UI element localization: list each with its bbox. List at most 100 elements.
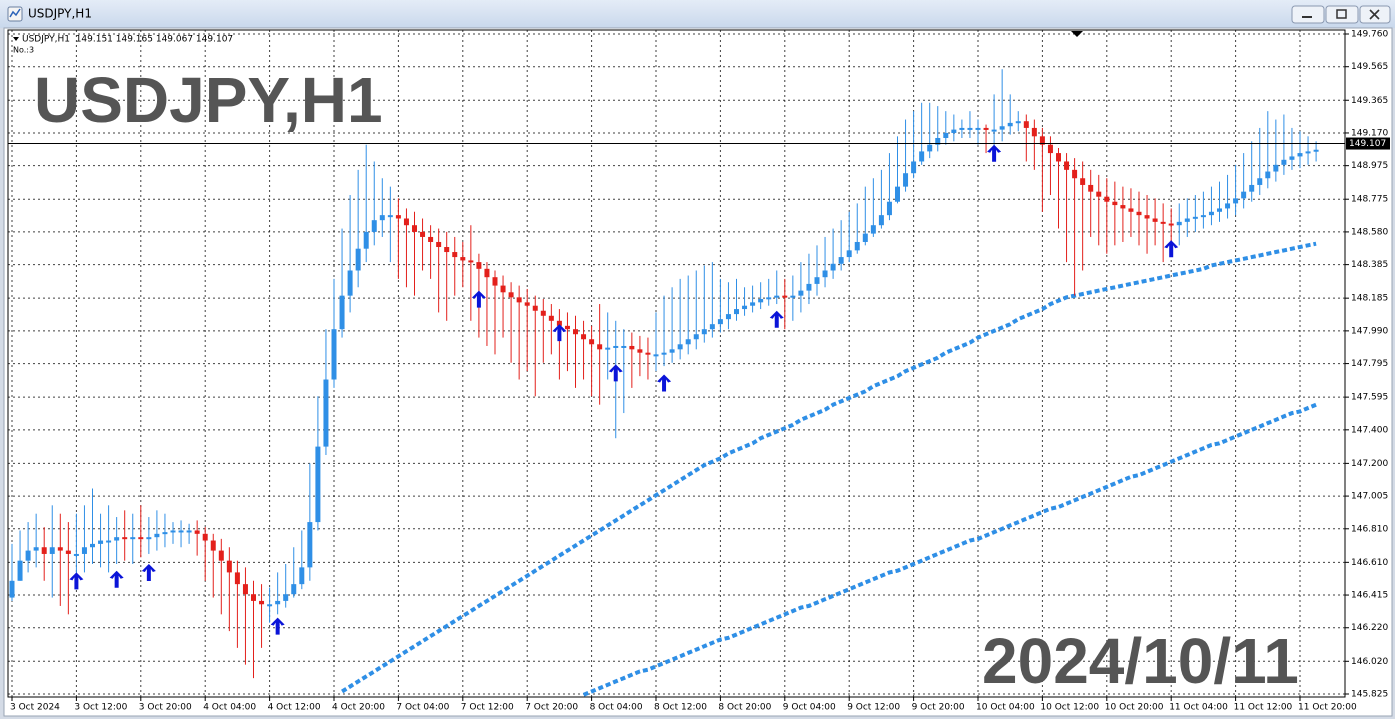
candle-body [774,295,780,298]
candle-body [1225,203,1231,209]
x-tick-label: 10 Oct 12:00 [1040,703,1099,713]
y-tick-label: 147.795 [1351,359,1388,369]
candle-body [975,127,981,130]
candle-body [17,560,23,581]
candle-body [267,604,273,607]
candle-body [395,215,401,219]
candle-body [508,292,514,298]
candle-body [170,530,176,533]
candle-body [492,277,498,286]
date-watermark: 2024/10/11 [982,625,1299,697]
candle-body [57,547,63,551]
candle-body [1273,164,1279,172]
candle-body [49,547,55,554]
info-toggle[interactable] [13,37,19,41]
candle-body [1112,201,1118,206]
candle-body [814,277,820,284]
candle-body [355,248,361,271]
y-tick-label: 148.185 [1351,294,1388,304]
candle-body [73,553,79,556]
candle-body [178,530,184,533]
candle-body [500,285,506,293]
y-tick-label: 149.365 [1351,96,1388,106]
candle-body [1039,136,1045,145]
window-title: USDJPY,H1 [28,7,92,21]
candle-body [693,334,699,340]
candle-body [967,127,973,130]
candle-body [669,349,675,353]
current-price-box [1346,137,1390,150]
y-tick-label: 148.580 [1351,227,1388,237]
candle-body [1031,127,1037,137]
candle-body [146,537,152,540]
candle-body [114,537,120,541]
candle-body [581,334,587,340]
candle-body [307,522,313,568]
candle-body [1249,184,1255,192]
candle-body [403,218,409,226]
candle-body [927,144,933,152]
candle-body [782,295,788,298]
y-tick-label: 147.595 [1351,393,1388,403]
candle-body [162,532,168,535]
candle-body [854,241,860,251]
candle-body [983,127,989,130]
x-tick-label: 4 Oct 20:00 [332,703,385,713]
chart-shift-marker [1071,31,1083,37]
candle-body [1088,184,1094,192]
y-tick-label: 149.760 [1351,30,1388,40]
restore-button[interactable] [1325,5,1359,24]
candle-body [645,352,651,355]
candle-body [798,290,804,296]
candle-body [412,225,417,232]
buy-arrow [608,364,623,382]
minimize-button[interactable] [1291,5,1325,24]
candle-body [629,345,635,350]
plot [8,30,1345,697]
candle-body [41,547,47,554]
candle-body [379,215,385,221]
candle-body [1152,218,1158,222]
candle-body [347,270,353,296]
y-tick-label: 146.810 [1351,524,1388,534]
y-tick-label: 148.385 [1351,260,1388,270]
candle-body [1176,221,1182,226]
candle-body [822,270,828,278]
candle-body [1015,121,1021,124]
candle-body [919,151,925,162]
candle-body [903,173,909,187]
y-tick-label: 146.020 [1351,657,1388,667]
candle-body [259,600,265,605]
buy-arrow [769,310,784,328]
candle-body [1120,205,1126,209]
candle-body [444,247,450,253]
y-tick-label: 147.400 [1351,425,1388,435]
candle-body [1064,161,1070,170]
x-tick-label: 7 Oct 20:00 [525,703,578,713]
x-tick-label: 7 Oct 12:00 [461,703,514,713]
candle-body [186,530,192,533]
candle-body [363,231,369,249]
candle-body [1192,216,1198,219]
candle-body [468,260,474,263]
candle-body [299,567,305,585]
buy-arrow [657,374,672,392]
candle-body [605,347,611,350]
y-tick-label: 146.610 [1351,558,1388,568]
candle-body [1313,149,1319,152]
window-buttons[interactable] [1291,5,1391,24]
x-tick-label: 9 Oct 20:00 [912,703,965,713]
candle-body [242,584,248,595]
y-tick-label: 145.825 [1351,690,1388,700]
candle-body [436,241,442,248]
close-glyph [1369,9,1380,20]
x-tick-label: 8 Oct 20:00 [718,703,771,713]
x-tick-label: 11 Oct 04:00 [1169,703,1228,713]
candle-body [621,345,627,348]
candle-body [830,263,836,271]
x-tick-label: 8 Oct 04:00 [590,703,643,713]
candle-body [556,320,562,326]
candle-body [210,540,216,551]
candle-body [548,315,554,321]
